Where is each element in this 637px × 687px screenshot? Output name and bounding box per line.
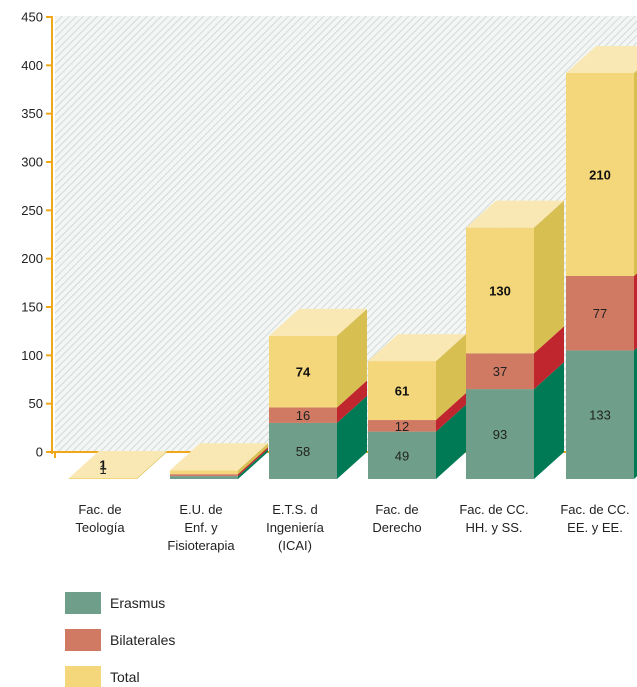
bar-erasmus-5-side (634, 347, 637, 479)
category-label: Fisioterapia (167, 538, 235, 553)
category-label: EE. y EE. (567, 520, 623, 535)
category-label: Ingeniería (266, 520, 325, 535)
bar-bilaterales-1-side (238, 447, 268, 477)
category-label: HH. y SS. (465, 520, 522, 535)
bar-erasmus-3-side (436, 404, 466, 479)
bar-bilaterales-2-side (337, 380, 367, 423)
category-label: E.T.S. d (272, 502, 318, 517)
bar-erasmus-5-front (566, 350, 634, 479)
legend-label-bilaterales: Bilaterales (110, 632, 175, 648)
bar-bilaterales-4-front (466, 353, 534, 390)
category-label: (ICAI) (278, 538, 312, 553)
bar-total-1-side (238, 443, 268, 475)
bar-total-4-front (466, 227, 534, 354)
y-tick-label: 450 (21, 10, 43, 25)
legend-swatch-bilaterales (65, 629, 101, 651)
y-tick-label: 100 (21, 348, 43, 363)
data-label-erasmus: 49 (395, 448, 409, 463)
bar-top-3 (368, 334, 466, 362)
y-tick-label: 0 (36, 445, 43, 460)
data-label-total: 210 (589, 168, 611, 183)
y-tick-label: 350 (21, 106, 43, 121)
bar-bilaterales-5-side (634, 273, 637, 351)
data-label-total: 1 (99, 458, 106, 473)
legend-swatch-erasmus (65, 592, 101, 614)
legend-swatch-total (65, 666, 101, 687)
bar-top-1 (170, 443, 268, 471)
category-label: Fac. de (375, 502, 418, 517)
data-label-total: 130 (489, 284, 511, 299)
data-label-total: 74 (296, 365, 311, 380)
bar-erasmus-2-side (337, 395, 367, 479)
bar-total-0-front (69, 478, 137, 479)
category-label: Fac. de (78, 502, 121, 517)
bar-top-4 (466, 200, 564, 228)
y-tick-label: 50 (29, 396, 43, 411)
bar-total-3-side (436, 334, 466, 421)
bar-erasmus-1-front (170, 476, 238, 479)
legend-label-erasmus: Erasmus (110, 595, 165, 611)
bar-erasmus-1-side (238, 449, 268, 479)
bar-erasmus-4-side (534, 362, 564, 479)
category-labels: Fac. de Teología E.U. de Enf. y Fisioterapia… (75, 502, 629, 553)
bar-total-5-front (566, 73, 634, 276)
bar-total-2-side (337, 308, 367, 408)
bar-erasmus-2-front (269, 422, 337, 479)
bar-bilaterales-2-front (269, 407, 337, 423)
data-label-bilaterales: 12 (395, 419, 409, 434)
data-label-erasmus: 133 (589, 408, 611, 423)
category-label: Fac. de CC. (459, 502, 528, 517)
category-label: Fac. de CC. (560, 502, 629, 517)
y-tick-label: 400 (21, 58, 43, 73)
data-label-extra: 1 (99, 462, 106, 477)
bar-top-2 (269, 308, 367, 336)
category-label: Teología (75, 520, 125, 535)
bars (69, 46, 637, 479)
bar-total-2-front (269, 335, 337, 408)
bar-bilaterales-1-front (170, 474, 238, 477)
bar-bilaterales-5-front (566, 276, 634, 351)
legend-label-total: Total (110, 669, 140, 685)
data-label-erasmus: 58 (296, 444, 310, 459)
bar-total-3-front (368, 361, 436, 421)
category-label: Enf. y (184, 520, 218, 535)
bar-top-0 (69, 451, 167, 479)
y-tick-label: 300 (21, 155, 43, 170)
bar-bilaterales-3-side (436, 393, 466, 432)
category-label: Derecho (372, 520, 421, 535)
bar-erasmus-4-front (466, 389, 534, 479)
bar-total-4-side (534, 200, 564, 354)
data-labels: 1 58 16 74 49 12 61 93 37 130 133 77 210 1 (99, 168, 610, 478)
data-label-total: 61 (395, 384, 409, 399)
bar-total-5-side (634, 70, 637, 276)
y-tick-label: 200 (21, 251, 43, 266)
y-tick-label: 150 (21, 300, 43, 315)
bar-total-1-front (170, 470, 238, 475)
bar-top-5 (566, 46, 637, 73)
bar-total-0-side (137, 451, 167, 479)
data-label-bilaterales: 77 (593, 306, 607, 321)
legend: Erasmus Bilaterales Total (65, 592, 175, 687)
data-label-erasmus: 93 (493, 427, 507, 442)
bar-bilaterales-3-front (368, 420, 436, 432)
y-tick-label: 250 (21, 203, 43, 218)
bar-bilaterales-4-side (534, 326, 564, 390)
category-label: E.U. de (179, 502, 222, 517)
data-label-bilaterales: 16 (296, 408, 310, 423)
data-label-bilaterales: 37 (493, 364, 507, 379)
bar-erasmus-3-front (368, 431, 436, 479)
